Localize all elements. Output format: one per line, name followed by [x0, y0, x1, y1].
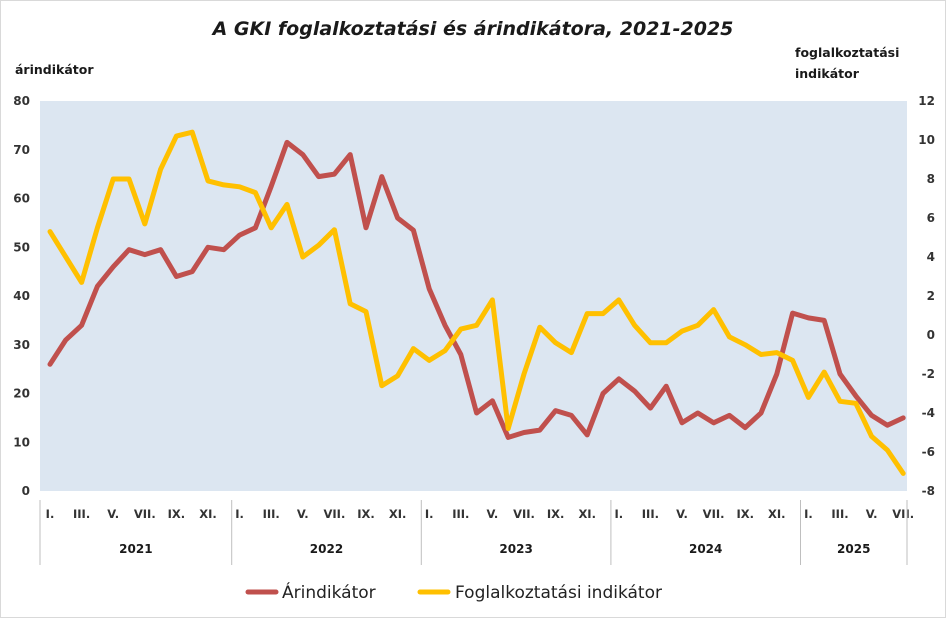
right-axis-title-line-2: indikátor: [795, 66, 860, 81]
plot-area: [40, 101, 907, 491]
x-tick-label: IX.: [736, 507, 754, 521]
x-tick-label: I.: [46, 507, 55, 521]
year-label: 2025: [837, 542, 870, 556]
right-tick-label: -6: [922, 445, 935, 459]
x-tick-label: III.: [642, 507, 659, 521]
x-tick-label: III.: [831, 507, 848, 521]
chart-title: A GKI foglalkoztatási és árindikátora, 2…: [211, 18, 734, 40]
x-tick-label: V.: [487, 507, 499, 521]
right-axis-ticks: -8 -6 -4 -2 0 2 4 6 8 10 12: [918, 94, 935, 498]
right-tick-label: 4: [927, 250, 935, 264]
right-tick-label: 6: [927, 211, 935, 225]
x-tick-label: VII.: [703, 507, 725, 521]
x-axis: I. III. V. VII. IX. XI. 2021 I. III. V. VII. IX. XI.…: [39, 500, 914, 565]
left-tick-label: 50: [13, 240, 30, 254]
left-tick-label: 40: [13, 289, 30, 303]
series-line-arindikator: [47, 139, 906, 440]
right-tick-label: -4: [922, 406, 935, 420]
x-tick-label: VII.: [892, 507, 914, 521]
x-tick-label: XI.: [578, 507, 596, 521]
year-label: 2023: [499, 542, 532, 556]
x-tick-label: III.: [73, 507, 90, 521]
left-tick-label: 80: [13, 94, 30, 108]
left-tick-label: 20: [13, 387, 30, 401]
year-label: 2021: [119, 542, 152, 556]
series-lines: [47, 129, 906, 476]
right-tick-label: 8: [927, 172, 935, 186]
x-tick-label: I.: [614, 507, 623, 521]
x-tick-label: XI.: [389, 507, 407, 521]
series-line-foglalkoztatasi-indikator: [47, 129, 906, 476]
left-tick-label: 70: [13, 143, 30, 157]
x-tick-label: I.: [425, 507, 434, 521]
x-tick-label: VII.: [513, 507, 535, 521]
left-tick-label: 60: [13, 192, 30, 206]
right-tick-label: 2: [927, 289, 935, 303]
x-tick-label: VII.: [134, 507, 156, 521]
right-tick-label: 12: [918, 94, 935, 108]
x-tick-label: IX.: [547, 507, 565, 521]
left-tick-label: 10: [13, 435, 30, 449]
x-tick-label: XI.: [768, 507, 786, 521]
left-axis-title: árindikátor: [15, 62, 94, 77]
left-axis-ticks: 0 10 20 30 40 50 60 70 80: [13, 94, 30, 498]
right-axis-title-line-1: foglalkoztatási: [795, 45, 899, 60]
x-tick-label: V.: [866, 507, 878, 521]
right-tick-label: -8: [922, 484, 935, 498]
x-tick-label: VII.: [323, 507, 345, 521]
right-tick-label: 0: [927, 328, 935, 342]
right-tick-label: -2: [922, 367, 935, 381]
x-tick-label: IX.: [357, 507, 375, 521]
legend: Árindikátor Foglalkoztatási indikátor: [245, 581, 662, 603]
year-label: 2022: [310, 542, 343, 556]
left-tick-label: 0: [22, 484, 30, 498]
x-tick-label: V.: [676, 507, 688, 521]
x-tick-label: III.: [452, 507, 469, 521]
x-tick-label: I.: [235, 507, 244, 521]
x-tick-label: V.: [297, 507, 309, 521]
year-label: 2024: [689, 542, 722, 556]
x-tick-label: V.: [107, 507, 119, 521]
legend-label: Foglalkoztatási indikátor: [455, 583, 662, 603]
x-tick-label: III.: [263, 507, 280, 521]
left-tick-label: 30: [13, 338, 30, 352]
x-tick-label: XI.: [199, 507, 217, 521]
x-tick-label: IX.: [168, 507, 186, 521]
right-tick-label: 10: [918, 133, 935, 147]
legend-label: Árindikátor: [282, 581, 376, 603]
x-tick-label: I.: [804, 507, 813, 521]
